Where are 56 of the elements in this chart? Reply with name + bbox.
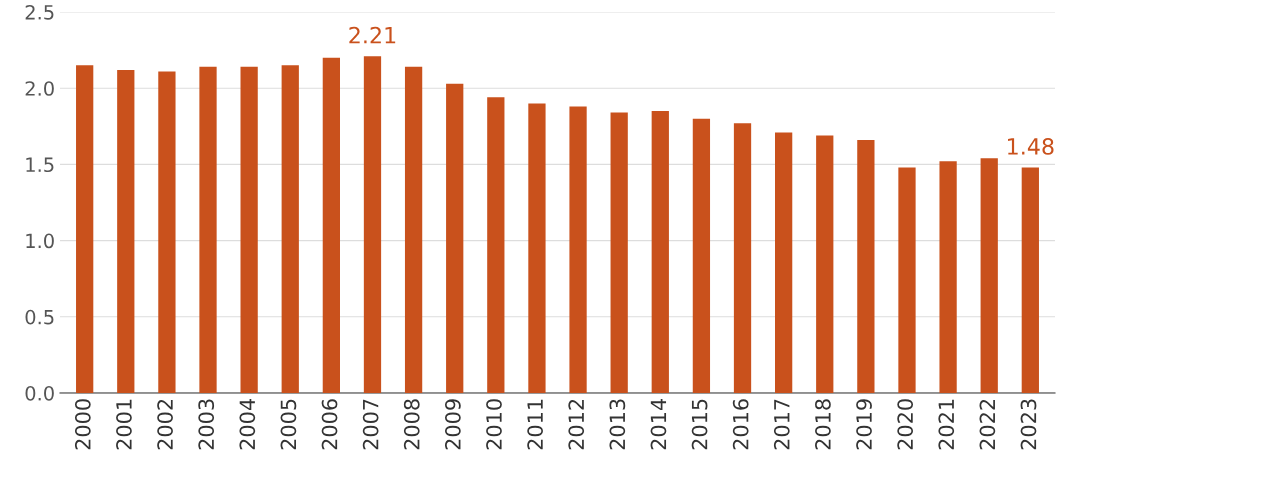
x-tick-label: 2009 xyxy=(445,399,461,450)
bar xyxy=(240,66,258,393)
bar xyxy=(1021,167,1039,393)
x-tick-label: 2010 xyxy=(486,399,502,450)
y-tick-label: 0.5 xyxy=(25,309,54,325)
bar xyxy=(816,135,834,393)
data-label: 1.48 xyxy=(1008,138,1054,155)
x-tick-label: 2011 xyxy=(527,399,543,450)
x-tick-label: 2001 xyxy=(116,399,132,450)
bar xyxy=(158,71,176,393)
x-tick-label: 2022 xyxy=(979,399,996,450)
x-tick-label: 2017 xyxy=(773,399,790,450)
x-tick-label: 2020 xyxy=(897,399,914,450)
bar xyxy=(610,112,628,393)
bar xyxy=(692,118,711,393)
x-tick-label: 2000 xyxy=(74,399,91,450)
bar xyxy=(404,66,423,393)
x-tick-label: 2007 xyxy=(362,399,379,450)
bar xyxy=(939,161,957,393)
bar xyxy=(322,57,340,393)
y-tick-label: 1.0 xyxy=(26,233,54,249)
x-tick-label: 2004 xyxy=(239,399,256,450)
bar xyxy=(363,56,382,393)
x-tick-label: 2019 xyxy=(856,399,872,450)
x-tick-label: 2016 xyxy=(732,399,749,450)
bar xyxy=(733,123,752,393)
x-tick-label: 2008 xyxy=(403,399,420,450)
y-tick-label: 2.0 xyxy=(25,81,54,96)
x-tick-label: 2023 xyxy=(1020,399,1037,450)
bar xyxy=(76,65,94,393)
data-label: 2.21 xyxy=(349,26,396,44)
x-tick-label: 2013 xyxy=(609,399,626,450)
x-tick-label: 2003 xyxy=(198,399,215,450)
bar xyxy=(857,140,875,393)
x-tick-label: 2005 xyxy=(280,399,297,450)
x-tick-label: 2006 xyxy=(321,399,338,450)
x-tick-label: 2015 xyxy=(691,399,708,450)
bar xyxy=(117,69,135,393)
x-tick-label: 2002 xyxy=(157,399,173,450)
bar xyxy=(898,167,916,393)
bar xyxy=(281,65,299,393)
x-tick-label: 2012 xyxy=(568,399,585,450)
bar xyxy=(528,103,546,393)
x-tick-label: 2018 xyxy=(815,399,831,450)
y-tick-label: 2.5 xyxy=(25,4,54,20)
x-tick-label: 2014 xyxy=(650,399,667,450)
bar xyxy=(569,106,587,393)
bar xyxy=(775,132,793,393)
x-tick-label: 2021 xyxy=(938,399,955,450)
bar xyxy=(980,158,998,393)
y-tick-label: 1.5 xyxy=(26,157,54,173)
bar xyxy=(651,111,669,393)
bar xyxy=(446,83,464,393)
bar xyxy=(487,97,505,393)
y-tick-label: 0.0 xyxy=(25,385,54,401)
bar xyxy=(199,66,217,393)
